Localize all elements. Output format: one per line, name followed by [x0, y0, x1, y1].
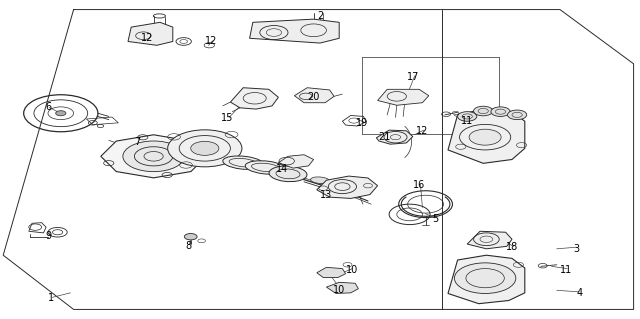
Polygon shape [317, 267, 346, 278]
Polygon shape [448, 255, 525, 304]
Text: 14: 14 [275, 164, 288, 174]
Text: 18: 18 [506, 242, 518, 252]
Ellipse shape [310, 177, 330, 183]
Text: 12: 12 [416, 126, 429, 136]
Polygon shape [448, 108, 525, 163]
Text: 12: 12 [205, 36, 218, 47]
Circle shape [123, 141, 184, 172]
Circle shape [469, 129, 501, 145]
Ellipse shape [223, 156, 264, 169]
Text: 12: 12 [141, 33, 154, 43]
Polygon shape [378, 89, 429, 105]
Text: 19: 19 [355, 118, 368, 128]
Text: 9: 9 [45, 231, 51, 241]
Text: 17: 17 [406, 71, 419, 82]
Polygon shape [317, 176, 378, 198]
Text: 8: 8 [186, 241, 192, 251]
Text: 16: 16 [413, 180, 426, 190]
Text: 7: 7 [134, 137, 141, 147]
Polygon shape [326, 282, 358, 293]
Text: 6: 6 [45, 102, 51, 112]
Circle shape [474, 106, 493, 116]
Text: 21: 21 [378, 132, 390, 142]
Circle shape [184, 234, 197, 240]
Ellipse shape [269, 166, 307, 182]
Circle shape [508, 110, 527, 120]
Text: 13: 13 [320, 189, 333, 200]
Text: 10: 10 [346, 264, 358, 275]
Text: 11: 11 [560, 264, 573, 275]
Text: 4: 4 [576, 288, 582, 299]
Ellipse shape [245, 161, 286, 174]
Polygon shape [100, 135, 206, 178]
Circle shape [491, 107, 510, 116]
Polygon shape [376, 130, 413, 144]
Circle shape [454, 263, 516, 293]
Circle shape [458, 112, 477, 121]
Circle shape [168, 130, 242, 167]
Text: 10: 10 [333, 285, 346, 295]
Circle shape [191, 141, 219, 155]
Polygon shape [467, 231, 512, 249]
Text: 3: 3 [573, 244, 579, 254]
Text: 15: 15 [221, 113, 234, 123]
Text: 2: 2 [317, 11, 323, 21]
Polygon shape [250, 19, 339, 43]
Polygon shape [294, 88, 334, 103]
Text: 1: 1 [48, 293, 54, 303]
Text: 11: 11 [461, 116, 474, 126]
Circle shape [56, 111, 66, 116]
Polygon shape [230, 88, 278, 109]
Polygon shape [278, 155, 314, 168]
Text: 5: 5 [432, 213, 438, 224]
Text: 20: 20 [307, 92, 320, 102]
Polygon shape [128, 22, 173, 45]
